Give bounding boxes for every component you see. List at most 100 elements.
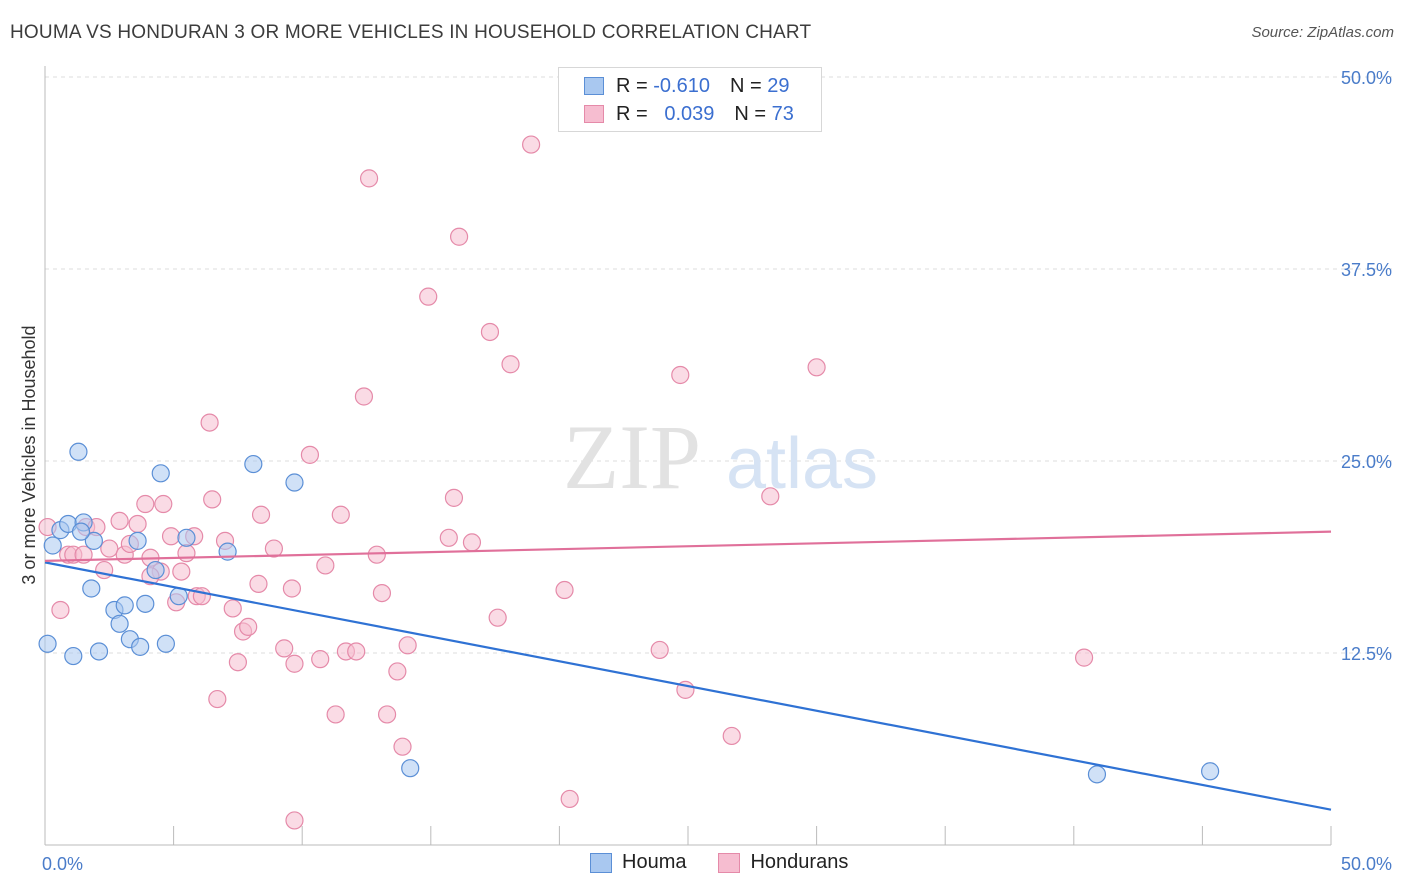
- houma-point: [177, 528, 196, 547]
- houma-swatch: [584, 77, 604, 95]
- houma-point: [136, 594, 155, 613]
- houma-point: [71, 522, 91, 541]
- hondurans-swatch: [718, 852, 741, 873]
- houma-point: [131, 637, 150, 656]
- hondurans-point: [388, 662, 407, 681]
- hondurans-point: [249, 574, 268, 593]
- houma-point: [110, 614, 129, 633]
- hondurans-trend-line: [44, 530, 1332, 562]
- r-value: -0.610: [653, 74, 710, 97]
- hondurans-point: [311, 650, 330, 669]
- hondurans-point: [128, 514, 147, 534]
- hondurans-point: [275, 639, 294, 658]
- legend-item-houma[interactable]: Houma: [590, 851, 686, 874]
- hondurans-point: [239, 617, 258, 636]
- hondurans-point: [444, 488, 464, 507]
- y-axis-label: 3 or more Vehicles in Household: [19, 325, 39, 584]
- grid-lines: [45, 76, 1392, 654]
- hondurans-point: [208, 689, 227, 709]
- watermark-atlas: atlas: [726, 424, 878, 504]
- hondurans-point: [228, 653, 247, 672]
- hondurans-point: [192, 587, 211, 606]
- hondurans-point: [807, 358, 826, 377]
- hondurans-swatch: [584, 105, 604, 123]
- houma-point: [115, 596, 134, 615]
- houma-point: [64, 646, 83, 666]
- houma-point: [401, 759, 420, 778]
- y-tick-label: 12.5%: [1341, 644, 1392, 664]
- houma-point: [84, 531, 103, 550]
- houma-point: [146, 560, 165, 580]
- legend-row-houma: R = -0.610 N = 29: [584, 72, 789, 100]
- hondurans-point: [449, 227, 469, 246]
- houma-point: [244, 454, 263, 474]
- hondurans-point: [393, 737, 412, 756]
- hondurans-point: [372, 583, 392, 603]
- houma-point: [43, 536, 62, 555]
- axes: [44, 66, 1332, 846]
- y-tick-labels: 12.5% 25.0% 37.5% 50.0%: [1341, 68, 1392, 664]
- hondurans-point: [110, 511, 129, 531]
- houma-trend-line: [44, 561, 1332, 811]
- trend-lines: [44, 530, 1332, 811]
- hondurans-point: [671, 365, 690, 385]
- houma-point: [69, 442, 88, 461]
- hondurans-point: [367, 545, 386, 564]
- hondurans-point: [172, 562, 191, 581]
- houma-point: [82, 579, 101, 598]
- hondurans-point: [200, 413, 219, 432]
- hondurans-point: [1074, 648, 1094, 667]
- hondurans-point: [555, 580, 574, 600]
- hondurans-point: [722, 726, 741, 746]
- r-label: R =: [616, 74, 648, 97]
- x-tick-label: 50.0%: [1341, 854, 1392, 874]
- hondurans-point: [522, 135, 541, 154]
- houma-point: [128, 531, 147, 550]
- legend-row-hondurans: R = 0.039 N = 73: [584, 100, 794, 128]
- hondurans-point: [161, 527, 181, 546]
- houma-point: [285, 473, 304, 492]
- scatter-points: [38, 135, 1220, 830]
- hondurans-point: [285, 811, 304, 830]
- hondurans-point: [331, 505, 350, 524]
- hondurans-point: [462, 533, 482, 552]
- hondurans-point: [285, 654, 304, 673]
- legend-item-hondurans[interactable]: Hondurans: [718, 851, 848, 874]
- n-value: 29: [767, 74, 790, 97]
- hondurans-point: [282, 579, 302, 598]
- x-tick-labels: 0.0% 50.0%: [42, 854, 1392, 874]
- hondurans-point: [51, 600, 70, 620]
- hondurans-point: [359, 169, 379, 188]
- hondurans-point: [100, 539, 119, 558]
- hondurans-point: [136, 494, 155, 514]
- hondurans-point: [251, 505, 271, 524]
- y-tick-label: 25.0%: [1341, 452, 1392, 472]
- hondurans-point: [419, 287, 438, 306]
- hondurans-point: [488, 608, 507, 627]
- hondurans-point: [326, 705, 345, 724]
- hondurans-point: [377, 705, 397, 724]
- hondurans-point: [347, 642, 366, 661]
- houma-swatch: [590, 852, 612, 873]
- r-value: 0.039: [664, 102, 715, 125]
- hondurans-point: [223, 599, 242, 618]
- hondurans-point: [177, 544, 196, 563]
- legend-label: Hondurans: [750, 851, 849, 873]
- hondurans-point: [761, 487, 780, 506]
- hondurans-point: [354, 387, 374, 406]
- hondurans-point: [501, 355, 520, 374]
- x-tick-label: 0.0%: [42, 854, 83, 874]
- hondurans-point: [203, 490, 222, 509]
- series-legend: Houma Hondurans: [590, 851, 880, 874]
- watermark-zip: ZIP: [563, 406, 701, 508]
- houma-point: [1201, 762, 1220, 781]
- hondurans-point: [398, 636, 417, 655]
- hondurans-point: [650, 640, 669, 660]
- houma-point: [156, 634, 175, 653]
- n-value: 73: [771, 102, 794, 125]
- hondurans-point: [439, 528, 458, 547]
- y-tick-label: 50.0%: [1341, 68, 1392, 88]
- hondurans-point: [300, 445, 320, 464]
- houma-point: [1087, 765, 1107, 784]
